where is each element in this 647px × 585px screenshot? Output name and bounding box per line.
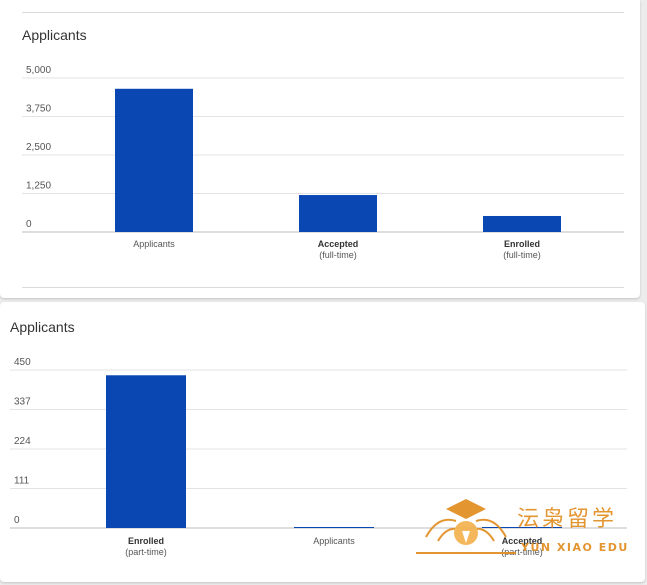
y-tick-label: 1,250 [26,181,51,192]
x-tick-sublabel: (part-time) [125,547,167,557]
y-tick-label: 224 [14,436,31,447]
x-tick-label: Applicants [133,239,175,249]
watermark-english-text: YUN XIAO EDU [521,541,629,554]
chart-title: Applicants [22,27,87,43]
y-tick-label: 337 [14,397,31,408]
x-tick-sublabel: (full-time) [319,250,357,260]
graduation-cap-logo-icon [416,499,516,554]
x-tick-label: Accepted [318,239,359,249]
watermark-logo: 沄枭留学 YUN XIAO EDU [416,497,641,557]
x-tick-label: Applicants [313,536,355,546]
y-tick-label: 2,500 [26,142,51,153]
chart-title: Applicants [10,319,75,335]
divider [22,12,624,13]
x-tick-label: Enrolled [504,239,540,249]
chart-card-2: Applicants 450 337 224 111 0 Enrolled (part-ti… [0,302,645,582]
bar[interactable] [115,88,193,232]
y-tick-label: 111 [14,476,30,487]
watermark-chinese-text: 沄枭留学 [517,507,618,532]
bar[interactable] [483,215,561,232]
y-tick-label: 450 [14,357,31,368]
y-tick-label: 0 [14,515,20,526]
bar-chart: 4503372241110Enrolled(part-time)Applican… [10,357,627,557]
bar[interactable] [482,527,562,528]
chart-card-1: Applicants 5,000 3,750 2,500 1,250 0 Applican… [0,0,640,298]
x-tick-label: Enrolled [128,536,164,546]
x-tick-label: Accepted [502,536,543,546]
y-tick-label: 3,750 [26,104,51,115]
bar[interactable] [299,195,377,232]
y-tick-label: 0 [26,219,32,230]
x-tick-sublabel: (part-time) [501,547,543,557]
x-tick-sublabel: (full-time) [503,250,541,260]
divider [22,287,624,288]
y-tick-label: 5,000 [26,65,51,76]
bar[interactable] [106,375,186,528]
bar[interactable] [294,527,374,528]
